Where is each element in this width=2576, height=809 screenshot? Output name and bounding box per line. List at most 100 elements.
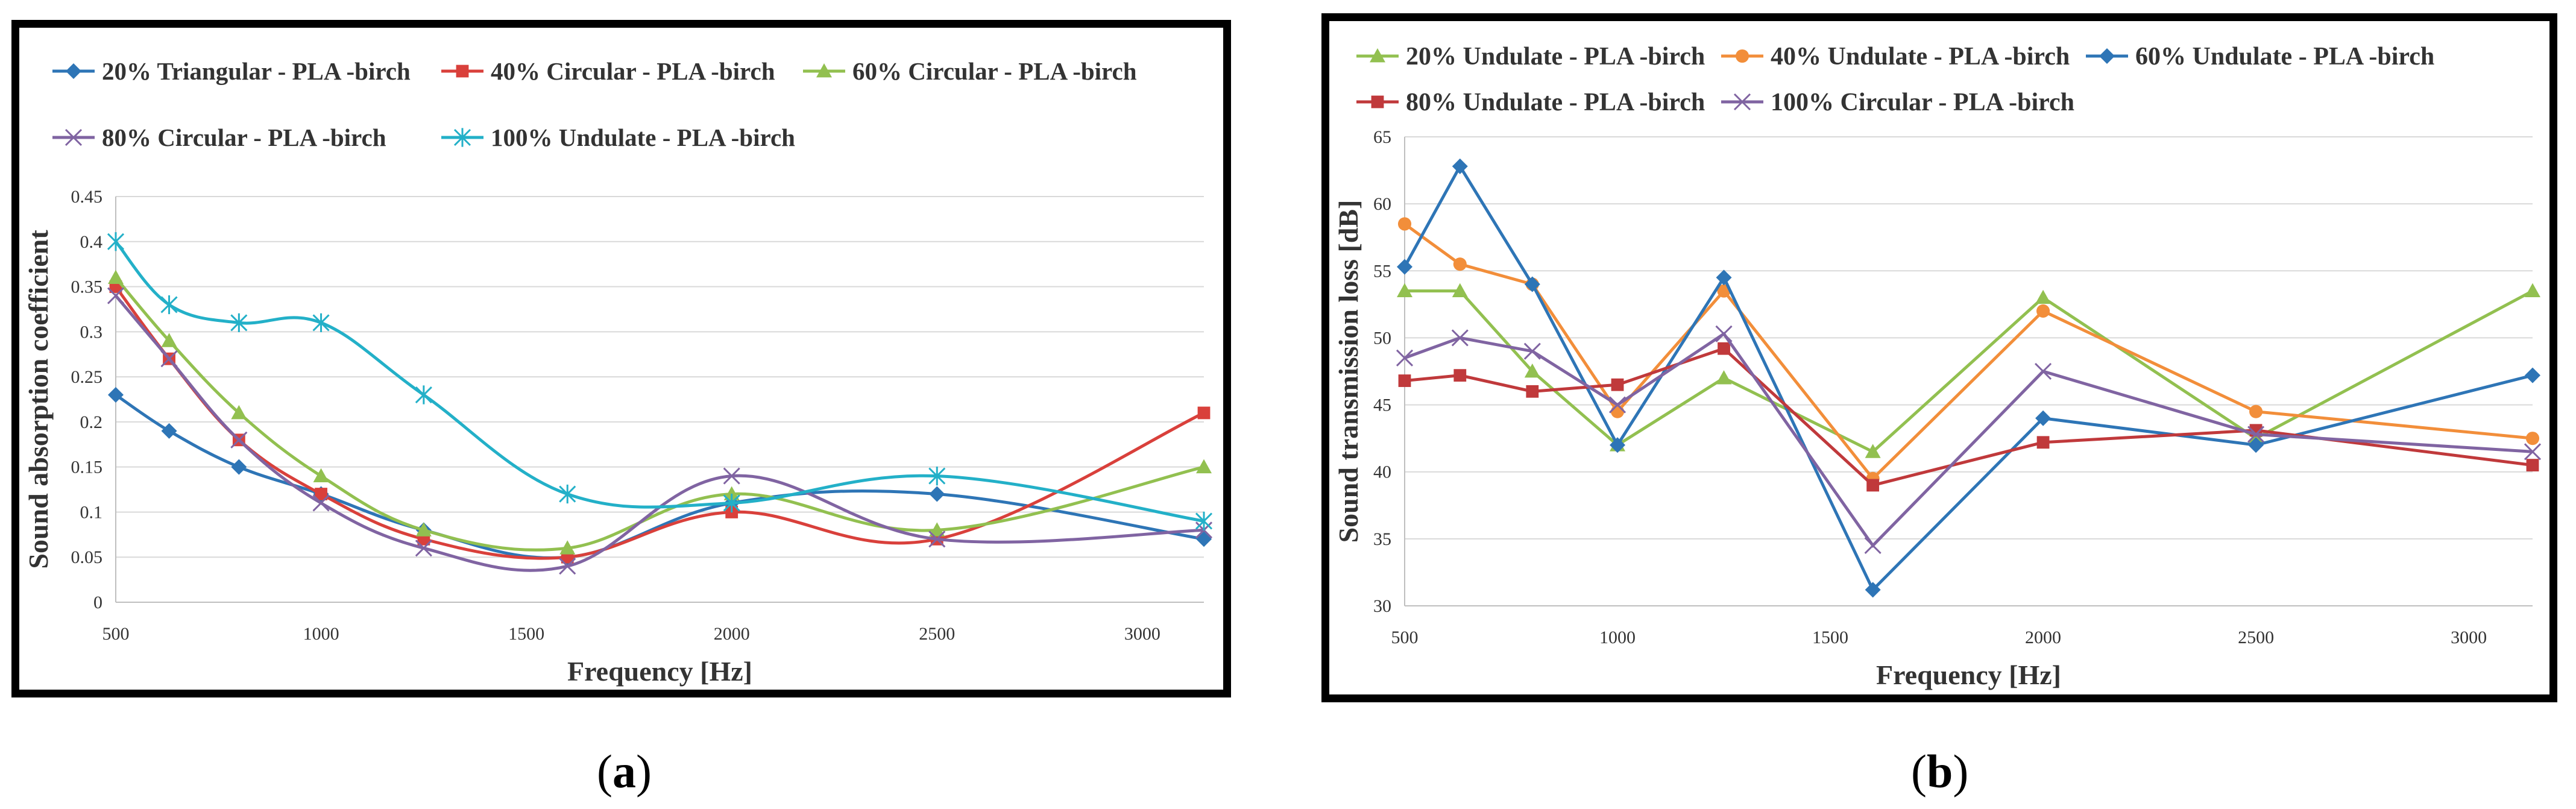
data-point	[1610, 404, 1625, 418]
legend-label: 60% Undulate - PLA -birch	[2135, 43, 2434, 71]
legend-swatch-marker	[456, 65, 469, 78]
legend-item: 100% Circular - PLA -birch	[1721, 89, 2074, 116]
x-tick-label: 2500	[919, 624, 955, 644]
data-point	[1196, 531, 1212, 547]
legend-label: 20% Undulate - PLA -birch	[1406, 43, 1705, 71]
x-tick-label: 1500	[508, 624, 544, 644]
data-point	[231, 404, 247, 420]
data-point	[928, 530, 946, 548]
y-tick-label: 0.2	[80, 412, 103, 432]
data-point	[107, 232, 125, 251]
caption-b: (b)	[1911, 745, 1969, 798]
y-tick-label: 65	[1373, 127, 1391, 147]
data-point	[2036, 436, 2050, 449]
data-point	[1866, 479, 1880, 492]
data-point	[1865, 582, 1881, 598]
legend-swatch-marker	[1371, 95, 1384, 109]
data-point	[160, 295, 178, 315]
y-tick-label: 0.35	[71, 277, 103, 297]
data-point	[1195, 511, 1213, 530]
data-point	[1452, 283, 1468, 298]
legend-label: 80% Circular - PLA -birch	[102, 124, 386, 151]
data-point	[2525, 432, 2540, 445]
data-point	[1396, 349, 1414, 367]
data-point	[230, 431, 248, 449]
series-4	[107, 287, 1213, 575]
y-tick-label: 55	[1373, 261, 1391, 281]
data-point	[559, 558, 576, 575]
y-tick-label: 0	[93, 593, 102, 612]
data-point	[312, 313, 330, 332]
data-point	[1196, 459, 1212, 474]
y-axis-title: Sound absorption coefficient	[23, 230, 54, 569]
y-tick-label: 0.45	[71, 187, 103, 207]
x-tick-label: 500	[102, 624, 130, 644]
data-point	[312, 494, 330, 512]
data-point	[415, 385, 432, 404]
legend-label: 40% Undulate - PLA -birch	[1771, 43, 2070, 71]
legend-item: 40% Circular - PLA -birch	[441, 57, 775, 85]
data-point	[160, 350, 178, 368]
y-tick-label: 45	[1373, 395, 1391, 415]
x-tick-label: 3000	[1124, 624, 1160, 644]
data-point	[1397, 283, 1412, 298]
data-point	[1608, 396, 1627, 414]
data-point	[107, 287, 125, 304]
gridlines	[1405, 136, 2533, 606]
data-point	[1610, 437, 1626, 453]
legend-item: 80% Circular - PLA -birch	[52, 124, 386, 151]
series-3	[1397, 158, 2540, 598]
x-axis-title: Frequency [Hz]	[567, 656, 752, 687]
legend-swatch-marker	[1733, 93, 1751, 111]
legend-label: 100% Undulate - PLA -birch	[491, 124, 795, 151]
data-point	[1611, 378, 1624, 391]
legend-item: 60% Undulate - PLA -birch	[2086, 43, 2434, 71]
chart-a-svg: 0 0.05 0.1 0.15 0.2 0.25 0.3 0.35 0.4 0.45 500 1000…	[23, 57, 1213, 687]
legend-item: 60% Circular - PLA -birch	[803, 57, 1137, 85]
legend-swatch-marker	[1370, 48, 1385, 63]
data-point	[1524, 276, 1540, 292]
data-point	[1716, 370, 1732, 385]
data-point	[929, 522, 945, 537]
x-tick-label: 3000	[2451, 628, 2487, 647]
legend-item: 100% Undulate - PLA -birch	[441, 124, 795, 151]
data-point	[1453, 257, 1467, 271]
data-point	[1397, 217, 1412, 231]
data-point	[929, 486, 945, 502]
y-tick-label: 0.25	[71, 367, 103, 387]
data-point	[2525, 283, 2540, 298]
legend-swatch-marker	[2099, 48, 2115, 64]
caption-a-letter: a	[612, 745, 636, 798]
data-point	[1453, 369, 1467, 382]
legend-swatch-marker	[453, 128, 471, 147]
y-tick-label: 0.1	[80, 502, 103, 522]
data-point	[415, 540, 432, 557]
data-point	[161, 423, 177, 439]
data-point	[2247, 426, 2265, 443]
series-5	[107, 232, 1213, 530]
data-point	[2525, 367, 2540, 383]
data-point	[559, 540, 576, 555]
legend: 20% Undulate - PLA -birch 40% Undulate - …	[1356, 43, 2434, 116]
data-point	[231, 459, 247, 475]
y-axis-title: Sound transmission loss [dB]	[1333, 200, 1364, 543]
x-axis-title: Frequency [Hz]	[1876, 659, 2061, 690]
y-tick-label: 35	[1373, 529, 1391, 549]
data-point	[2249, 404, 2263, 418]
legend-swatch-marker	[1735, 49, 1749, 63]
data-point	[1197, 406, 1211, 420]
gridlines	[116, 196, 1204, 603]
data-point	[2035, 410, 2052, 426]
data-point	[2034, 362, 2052, 380]
caption-a: (a)	[597, 745, 652, 798]
data-point	[161, 333, 177, 347]
caption-b-letter: b	[1926, 745, 1953, 798]
x-tick-label: 1000	[1599, 628, 1636, 647]
legend-swatch-marker	[816, 63, 832, 78]
x-tick-label: 1000	[303, 624, 339, 644]
data-point	[1397, 259, 1412, 275]
data-point	[1526, 385, 1539, 398]
legend: 20% Triangular - PLA -birch 40% Circular …	[52, 57, 1137, 151]
data-point	[928, 467, 946, 486]
data-point	[2035, 289, 2052, 304]
